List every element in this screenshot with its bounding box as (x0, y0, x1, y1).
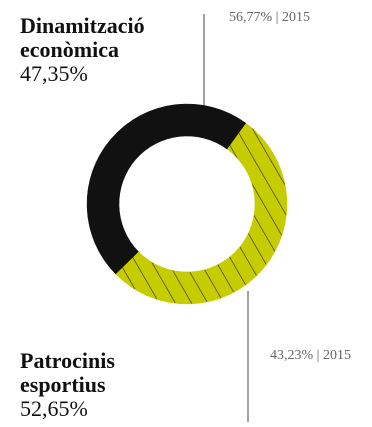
slice-dinamitzacio (86, 103, 247, 275)
donut-slices (86, 103, 288, 305)
series-name-dinamitzacio-line-1: Dinamització (20, 13, 145, 38)
series-name-dinamitzacio-line-2: econòmica (20, 37, 119, 62)
slice-patrocinis (115, 122, 288, 305)
reference-label-dinamitzacio: 56,77% | 2015 (229, 10, 310, 25)
series-value-patrocinis: 52,65% (20, 396, 88, 421)
series-value-dinamitzacio: 47,35% (20, 61, 88, 86)
label-patrocinis: Patrocinis esportius 52,65% (20, 349, 200, 421)
label-dinamitzacio: Dinamització econòmica 47,35% (20, 14, 200, 86)
series-name-patrocinis-line-2: esportius (20, 372, 106, 397)
reference-label-patrocinis: 43,23% | 2015 (270, 348, 351, 363)
series-name-patrocinis-line-1: Patrocinis (20, 348, 115, 373)
